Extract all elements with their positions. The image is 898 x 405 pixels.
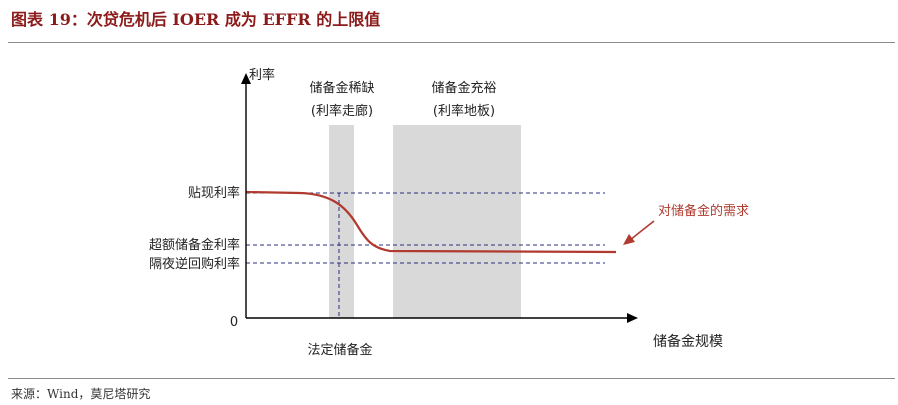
scarce-reserves-region [329,125,354,318]
top-rule [8,42,895,43]
source-note: 来源：Wind，莫尼塔研究 [11,387,151,401]
bottom-rule [8,378,895,379]
scarce-region-label: 储备金稀缺 [309,80,374,96]
y-axis-label: 利率 [249,67,275,83]
ample-reserves-region [393,125,521,318]
origin-label: 0 [230,315,238,330]
demand-annotation-label: 对储备金的需求 [658,203,749,219]
scarce-region-sublabel: (利率走廊) [311,103,373,119]
ample-region-label: 储备金充裕 [431,80,496,96]
demand-arrowhead-icon [623,234,635,245]
discount-rate-label: 贴现利率 [188,185,240,201]
demand-annotation-arrow [629,220,655,241]
reserve-demand-curve [245,190,617,254]
onrrp-rate-label: 隔夜逆回购利率 [149,256,240,272]
y-axis-arrow-icon [241,73,251,84]
ioer-rate-label: 超额储备金利率 [149,237,240,253]
required-reserves-label: 法定储备金 [307,342,372,358]
ample-region-sublabel: (利率地板) [433,103,495,119]
x-axis-arrow-icon [627,313,638,323]
x-axis-label: 储备金规模 [653,333,723,350]
figure-title: 图表 19：次贷危机后 IOER 成为 EFFR 的上限值 [11,10,381,29]
